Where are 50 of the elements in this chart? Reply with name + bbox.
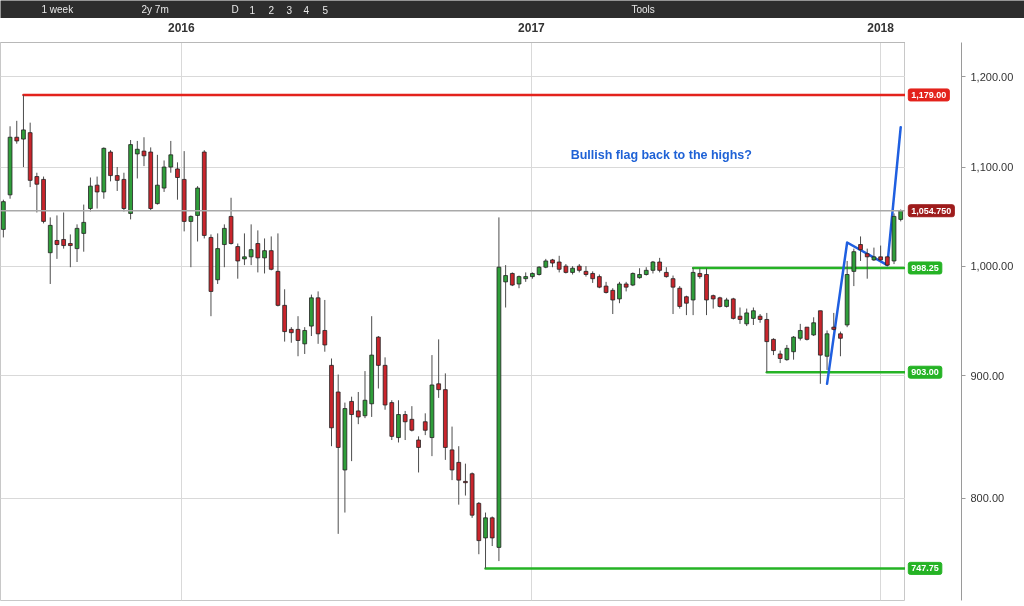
candlestick (864, 248, 870, 280)
y-tick-label: 800.00 (970, 492, 1005, 505)
candlestick (670, 275, 676, 315)
text: 1 (249, 4, 256, 16)
candlestick (617, 281, 622, 304)
candlestick (677, 285, 683, 310)
ref-line-label: 1,054.750 (911, 205, 952, 216)
line-series (825, 125, 902, 386)
candlestick (416, 435, 421, 473)
candlestick (21, 94, 26, 168)
candlestick (791, 335, 796, 361)
text: 5 (322, 4, 329, 16)
x-tick-label: 2016 (167, 20, 195, 35)
candlestick (483, 512, 488, 569)
text: 2 (268, 4, 275, 16)
y-tick-label: 1,100.00 (970, 161, 1014, 174)
text: 1 week (41, 4, 75, 15)
candlestick (871, 247, 877, 262)
candlestick (161, 159, 167, 193)
candlestick (349, 396, 354, 462)
text: 4 (303, 4, 310, 16)
candlestick (262, 237, 267, 274)
text: 2y 7m (141, 4, 169, 15)
candlestick (175, 161, 180, 201)
candlestick (838, 331, 843, 357)
candlestick (503, 264, 508, 309)
candlestick (108, 149, 113, 182)
series-label: 998.25 (911, 262, 939, 273)
y-tick-label: 1,000.00 (970, 260, 1014, 273)
series-label: 903.00 (911, 367, 939, 378)
annotation: Bullish flag back to the highs? (570, 147, 752, 162)
series-label: 1,179.00 (911, 89, 947, 100)
text: D (231, 4, 239, 15)
series-label: 747.75 (911, 563, 939, 574)
candlestick (155, 154, 160, 206)
x-tick-label: 2017 (518, 20, 546, 35)
candlestick (858, 235, 863, 262)
candlestick (268, 235, 274, 271)
candlestick (168, 140, 174, 174)
y-tick-label: 1,200.00 (970, 70, 1014, 83)
x-tick-label: 2018 (867, 20, 895, 35)
candlestick (242, 232, 247, 266)
candlestick (88, 177, 93, 212)
candlestick (235, 243, 241, 280)
candlestick (851, 248, 857, 287)
candlestick (463, 463, 468, 497)
text: 3 (286, 4, 293, 16)
y-tick-label: 900.00 (970, 369, 1005, 382)
candlestick (396, 399, 401, 443)
text: Tools (631, 4, 655, 15)
